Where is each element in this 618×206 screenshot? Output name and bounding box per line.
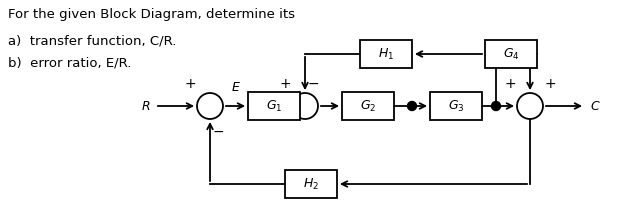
Bar — [430, 92, 482, 120]
Circle shape — [517, 93, 543, 119]
Bar — [342, 92, 394, 120]
Text: $G_3$: $G_3$ — [447, 98, 464, 114]
Circle shape — [197, 93, 223, 119]
Text: E: E — [232, 81, 239, 94]
Circle shape — [407, 102, 417, 110]
Text: R: R — [142, 99, 150, 112]
Text: For the given Block Diagram, determine its: For the given Block Diagram, determine i… — [8, 8, 295, 21]
Text: +: + — [184, 77, 196, 91]
Circle shape — [292, 93, 318, 119]
Text: +: + — [545, 77, 557, 91]
Text: b)  error ratio, E/R.: b) error ratio, E/R. — [8, 56, 132, 69]
Text: $H_1$: $H_1$ — [378, 46, 394, 62]
Text: $G_4$: $G_4$ — [502, 46, 519, 62]
Text: −: − — [308, 77, 320, 91]
Text: $G_2$: $G_2$ — [360, 98, 376, 114]
Text: +: + — [279, 77, 291, 91]
Bar — [248, 92, 300, 120]
Bar — [285, 170, 337, 198]
Text: +: + — [504, 77, 516, 91]
Text: $G_1$: $G_1$ — [266, 98, 282, 114]
Bar — [360, 40, 412, 68]
Text: $H_2$: $H_2$ — [303, 177, 319, 192]
Text: C: C — [590, 99, 599, 112]
Text: a)  transfer function, C/R.: a) transfer function, C/R. — [8, 34, 176, 47]
Bar — [485, 40, 537, 68]
Circle shape — [491, 102, 501, 110]
Text: −: − — [213, 125, 224, 139]
